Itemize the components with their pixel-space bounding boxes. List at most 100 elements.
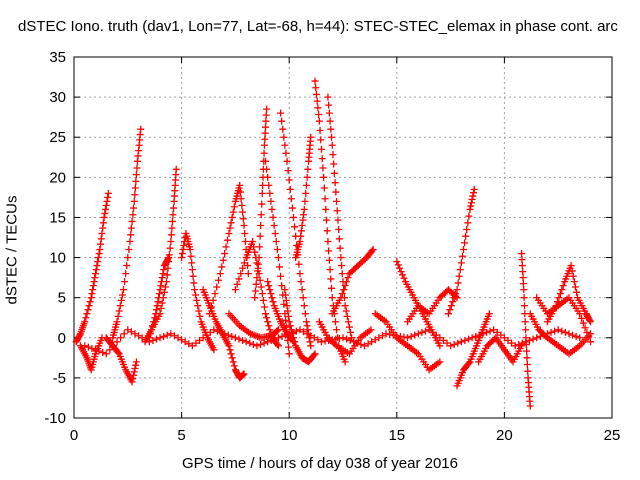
data-point	[511, 342, 519, 350]
data-point	[282, 316, 290, 324]
data-point	[382, 330, 390, 338]
data-point	[239, 371, 247, 379]
data-point	[185, 340, 193, 348]
data-point	[570, 278, 578, 286]
data-point	[145, 338, 153, 346]
data-point	[227, 219, 235, 227]
data-point	[240, 370, 248, 378]
data-point	[285, 350, 293, 358]
data-point	[274, 326, 282, 334]
data-point	[262, 111, 270, 119]
data-point	[304, 326, 312, 334]
data-point	[94, 254, 102, 262]
data-point	[251, 287, 259, 295]
x-axis-label: GPS time / hours of day 038 of year 2016	[182, 455, 458, 472]
x-tick-label: 20	[496, 427, 513, 444]
data-point	[273, 327, 281, 335]
data-point	[127, 328, 135, 336]
data-point	[123, 262, 131, 270]
y-tick-label: -5	[53, 370, 66, 387]
data-point	[240, 259, 248, 267]
data-point	[96, 246, 104, 254]
data-point	[368, 338, 376, 346]
data-point	[315, 110, 323, 118]
data-point	[132, 358, 140, 366]
data-point	[128, 378, 136, 386]
data-point	[321, 337, 329, 345]
data-point	[180, 242, 188, 250]
data-point	[302, 189, 310, 197]
y-tick-label: 25	[49, 129, 66, 146]
data-point	[447, 302, 455, 310]
data-point	[576, 310, 584, 318]
data-point	[160, 332, 168, 340]
data-point	[164, 255, 172, 263]
data-point	[469, 192, 477, 200]
data-point	[540, 331, 548, 339]
data-point	[279, 125, 287, 133]
data-point	[203, 331, 211, 339]
data-point	[325, 101, 333, 109]
data-point	[271, 229, 279, 237]
data-point	[281, 286, 289, 294]
series-21	[371, 310, 444, 374]
data-point	[523, 347, 531, 355]
data-point	[299, 216, 307, 224]
data-point	[300, 205, 308, 213]
data-point	[302, 181, 310, 189]
data-point	[271, 335, 279, 343]
data-point	[240, 221, 248, 229]
data-point	[104, 193, 112, 201]
data-point	[256, 243, 264, 251]
data-point	[429, 328, 437, 336]
data-point	[76, 331, 84, 339]
data-point	[444, 310, 452, 318]
data-point	[347, 328, 355, 336]
data-point	[300, 328, 308, 336]
data-point	[328, 336, 336, 344]
data-point	[264, 318, 272, 326]
data-point	[98, 229, 106, 237]
data-point	[520, 302, 528, 310]
data-point	[331, 318, 339, 326]
data-point	[131, 365, 139, 373]
data-point	[578, 314, 586, 322]
data-point	[207, 303, 215, 311]
data-point	[461, 239, 469, 247]
data-point	[311, 350, 319, 358]
data-point	[296, 238, 304, 246]
data-point	[102, 350, 110, 358]
y-axis-label-text: dSTEC / TECUs	[3, 195, 21, 305]
data-point	[264, 278, 272, 286]
data-point	[227, 350, 235, 358]
data-point	[97, 235, 105, 243]
data-point	[324, 238, 332, 246]
data-point	[333, 207, 341, 215]
data-point	[268, 205, 276, 213]
data-point	[230, 203, 238, 211]
data-point	[226, 224, 234, 232]
data-point	[86, 298, 94, 306]
data-point	[192, 339, 200, 347]
data-point	[226, 346, 234, 354]
y-tick-label: 0	[58, 330, 66, 347]
series-16	[292, 133, 315, 262]
data-point	[282, 331, 290, 339]
data-point	[114, 348, 122, 356]
series-19	[328, 246, 377, 318]
data-point	[555, 294, 563, 302]
data-point	[291, 223, 299, 231]
data-point	[260, 149, 268, 157]
data-point	[465, 335, 473, 343]
data-point	[569, 331, 577, 339]
data-point	[341, 282, 349, 290]
data-point	[325, 109, 333, 117]
data-point	[418, 328, 426, 336]
data-point	[265, 282, 273, 290]
data-point	[280, 300, 288, 308]
data-point	[269, 213, 277, 221]
data-point	[83, 310, 91, 318]
data-point	[170, 332, 178, 340]
data-point	[179, 246, 187, 254]
data-point	[336, 244, 344, 252]
